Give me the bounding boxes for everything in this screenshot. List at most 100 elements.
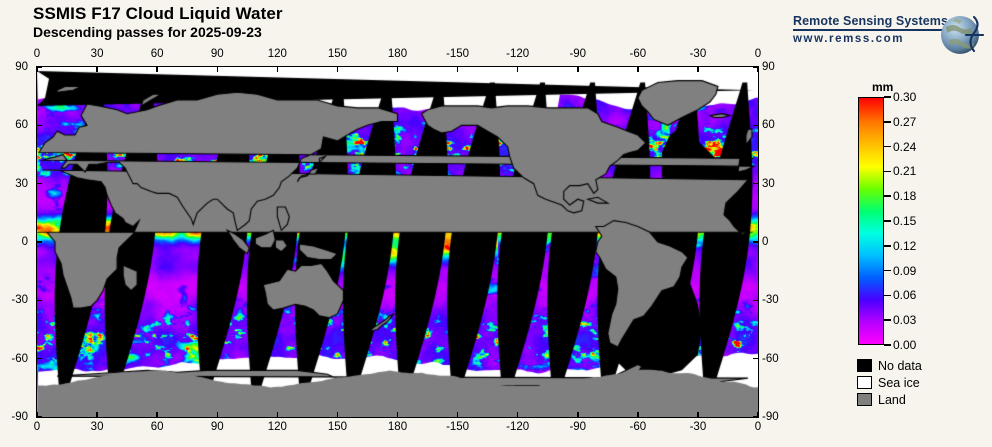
lon-tickmark: [96, 412, 98, 417]
legend-label: Land: [878, 392, 906, 407]
lon-tick-label: 120: [267, 48, 287, 60]
lon-tick-label: -60: [629, 421, 647, 433]
lon-tick-label: -30: [689, 48, 707, 60]
lat-tickmark: [37, 182, 42, 185]
lon-tick-label: 0: [754, 48, 762, 60]
lon-tick-label: 90: [210, 48, 224, 60]
lat-tick-label: 90: [762, 61, 775, 73]
lon-tickmark: [757, 67, 759, 72]
lat-tickmark: [753, 182, 758, 185]
colorbar-tickmark: [884, 269, 891, 272]
colorbar-tick-label: 0.09: [893, 263, 917, 278]
lat-tick-label: 60: [762, 119, 775, 132]
lat-tickmark: [37, 416, 42, 418]
lon-tick-label: -150: [446, 421, 470, 433]
lon-tick-label: 180: [387, 48, 408, 60]
colorbar-tickmark: [884, 195, 891, 197]
lon-tickmark: [637, 412, 639, 417]
lon-tickmark: [276, 412, 279, 417]
lat-tick-label: 60: [15, 119, 28, 132]
legend-label: No data: [878, 358, 922, 373]
page-title: SSMIS F17 Cloud Liquid Water: [33, 4, 283, 23]
colorbar-tickmark: [884, 170, 891, 173]
lon-tickmark: [697, 412, 699, 417]
lon-tickmark: [276, 67, 279, 72]
lon-tickmark: [216, 67, 218, 72]
cloud-liquid-water-map[interactable]: [37, 67, 758, 417]
lon-tickmark: [396, 412, 399, 417]
colorbar-tick-label: 0.06: [893, 288, 917, 303]
lon-tick-label: 0: [754, 421, 762, 433]
lon-tick-label: 30: [90, 48, 104, 60]
lon-tickmark: [697, 67, 699, 72]
lon-tick-label: -90: [569, 48, 587, 60]
lat-tickmark: [37, 357, 42, 360]
lat-tickmark: [753, 124, 758, 127]
lon-tickmark: [516, 67, 519, 72]
colorbar-tick-label: 0.27: [893, 114, 917, 129]
colorbar-tick-label: 0.21: [893, 164, 917, 179]
lon-tickmark: [757, 412, 759, 417]
lon-tick-label: -30: [689, 421, 707, 433]
lon-tick-label: 120: [267, 421, 287, 433]
lon-tickmark: [336, 67, 339, 72]
colorbar-tick-label: 0.30: [893, 90, 917, 104]
lon-tickmark: [96, 67, 98, 72]
lat-tick-label: -60: [762, 352, 779, 365]
lon-tickmark: [396, 67, 399, 72]
logo-company-name: Remote Sensing Systems: [793, 14, 949, 28]
lat-tick-label: -30: [762, 294, 779, 307]
legend-item: Sea ice: [857, 374, 922, 391]
lon-tick-label: 0: [33, 421, 41, 433]
lon-tickmark: [336, 412, 339, 417]
lon-tick-label: -60: [629, 48, 647, 60]
lat-tickmark: [37, 124, 42, 127]
legend-swatch: [857, 376, 872, 389]
lon-tick-label: 180: [387, 421, 408, 433]
colorbar-tickmark: [884, 145, 891, 148]
lat-tickmark: [753, 241, 758, 243]
lon-tick-label: -120: [506, 421, 530, 433]
logo-text: Remote Sensing Systems www.remss.com: [793, 14, 949, 45]
lat-tick-label: -90: [11, 411, 28, 423]
colorbar-tick-label: 0.15: [893, 214, 917, 228]
globe-icon: [938, 10, 985, 65]
lon-tick-label: -150: [446, 48, 470, 60]
colorbar[interactable]: [858, 97, 884, 345]
colorbar-tickmark: [884, 96, 891, 98]
lat-tick-label: -30: [11, 294, 28, 307]
legend-item: No data: [857, 357, 922, 374]
colorbar-tick-label: 0.18: [893, 189, 917, 204]
lat-tickmark: [37, 241, 42, 243]
colorbar-tickmark: [884, 121, 891, 123]
lat-tickmark: [753, 416, 758, 418]
colorbar-tick-label: 0.24: [893, 139, 917, 154]
map-plot-area[interactable]: [37, 67, 758, 417]
lat-tickmark: [37, 66, 42, 68]
logo-divider: [793, 29, 945, 31]
lat-tickmark: [753, 357, 758, 360]
lon-tick-label: 0: [33, 48, 41, 60]
lon-tick-label: -90: [569, 421, 587, 433]
remss-logo[interactable]: Remote Sensing Systems www.remss.com: [793, 10, 985, 65]
legend-swatch: [857, 359, 872, 372]
lon-tick-label: 60: [150, 48, 164, 60]
lat-tick-label: 30: [762, 177, 775, 190]
colorbar-tickmark: [884, 220, 891, 222]
colorbar-tickmark: [884, 294, 891, 297]
lon-tickmark: [456, 412, 459, 417]
lon-tick-label: 60: [150, 421, 164, 433]
legend-label: Sea ice: [878, 375, 920, 390]
lon-tickmark: [516, 412, 519, 417]
lat-tick-label: 30: [15, 177, 28, 190]
title-block: SSMIS F17 Cloud Liquid Water Descending …: [33, 4, 283, 41]
lon-tick-label: 90: [210, 421, 224, 433]
legend-swatch: [857, 393, 872, 406]
lat-tick-label: 0: [21, 236, 28, 248]
legend-item: Land: [857, 391, 922, 408]
logo-url: www.remss.com: [793, 32, 905, 45]
lon-tickmark: [36, 67, 38, 72]
map-legend: No data Sea ice Land: [857, 357, 922, 408]
lon-tickmark: [216, 412, 218, 417]
